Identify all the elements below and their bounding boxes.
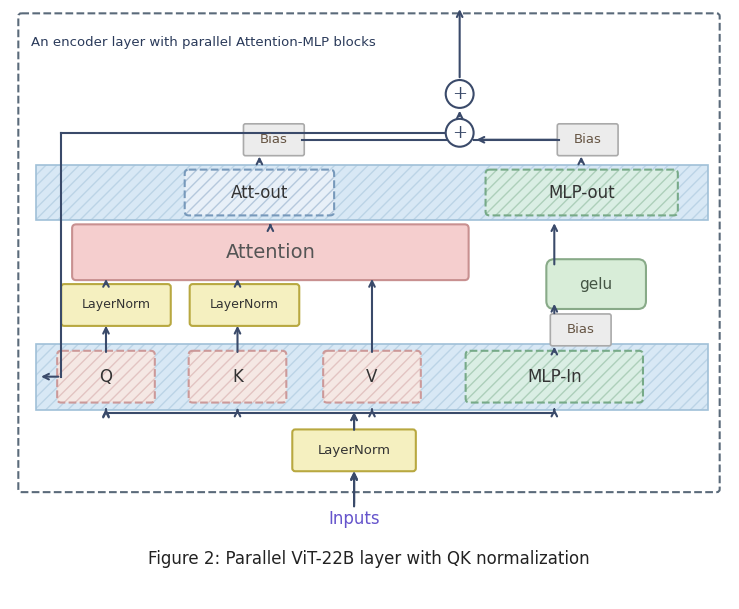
Text: LayerNorm: LayerNorm xyxy=(318,444,390,457)
Circle shape xyxy=(446,80,474,108)
Text: K: K xyxy=(232,368,243,385)
Text: gelu: gelu xyxy=(579,276,613,292)
Text: LayerNorm: LayerNorm xyxy=(81,298,151,311)
Text: Bias: Bias xyxy=(567,323,595,336)
Text: Figure 2: Parallel ViT-22B layer with QK normalization: Figure 2: Parallel ViT-22B layer with QK… xyxy=(149,550,590,568)
FancyBboxPatch shape xyxy=(243,124,304,156)
Text: V: V xyxy=(367,368,378,385)
Text: MLP-In: MLP-In xyxy=(527,368,582,385)
FancyBboxPatch shape xyxy=(486,170,678,216)
Text: Bias: Bias xyxy=(573,133,602,146)
FancyBboxPatch shape xyxy=(551,314,611,346)
FancyBboxPatch shape xyxy=(185,170,334,216)
FancyBboxPatch shape xyxy=(57,351,154,403)
Text: Attention: Attention xyxy=(225,243,316,262)
Text: Q: Q xyxy=(100,368,112,385)
Text: An encoder layer with parallel Attention-MLP blocks: An encoder layer with parallel Attention… xyxy=(31,36,376,49)
Text: LayerNorm: LayerNorm xyxy=(210,298,279,311)
FancyBboxPatch shape xyxy=(18,13,720,492)
FancyBboxPatch shape xyxy=(557,124,618,156)
Text: +: + xyxy=(452,124,467,142)
Text: Att-out: Att-out xyxy=(231,183,288,202)
FancyBboxPatch shape xyxy=(36,344,708,409)
FancyBboxPatch shape xyxy=(293,429,416,471)
Text: +: + xyxy=(452,85,467,103)
FancyBboxPatch shape xyxy=(36,164,708,220)
FancyBboxPatch shape xyxy=(190,284,299,326)
Text: Inputs: Inputs xyxy=(328,510,380,528)
FancyBboxPatch shape xyxy=(188,351,286,403)
Circle shape xyxy=(446,119,474,147)
FancyBboxPatch shape xyxy=(466,351,643,403)
Text: MLP-out: MLP-out xyxy=(548,183,615,202)
FancyBboxPatch shape xyxy=(61,284,171,326)
FancyBboxPatch shape xyxy=(323,351,420,403)
FancyBboxPatch shape xyxy=(546,259,646,309)
Text: Bias: Bias xyxy=(260,133,287,146)
FancyBboxPatch shape xyxy=(72,224,469,280)
